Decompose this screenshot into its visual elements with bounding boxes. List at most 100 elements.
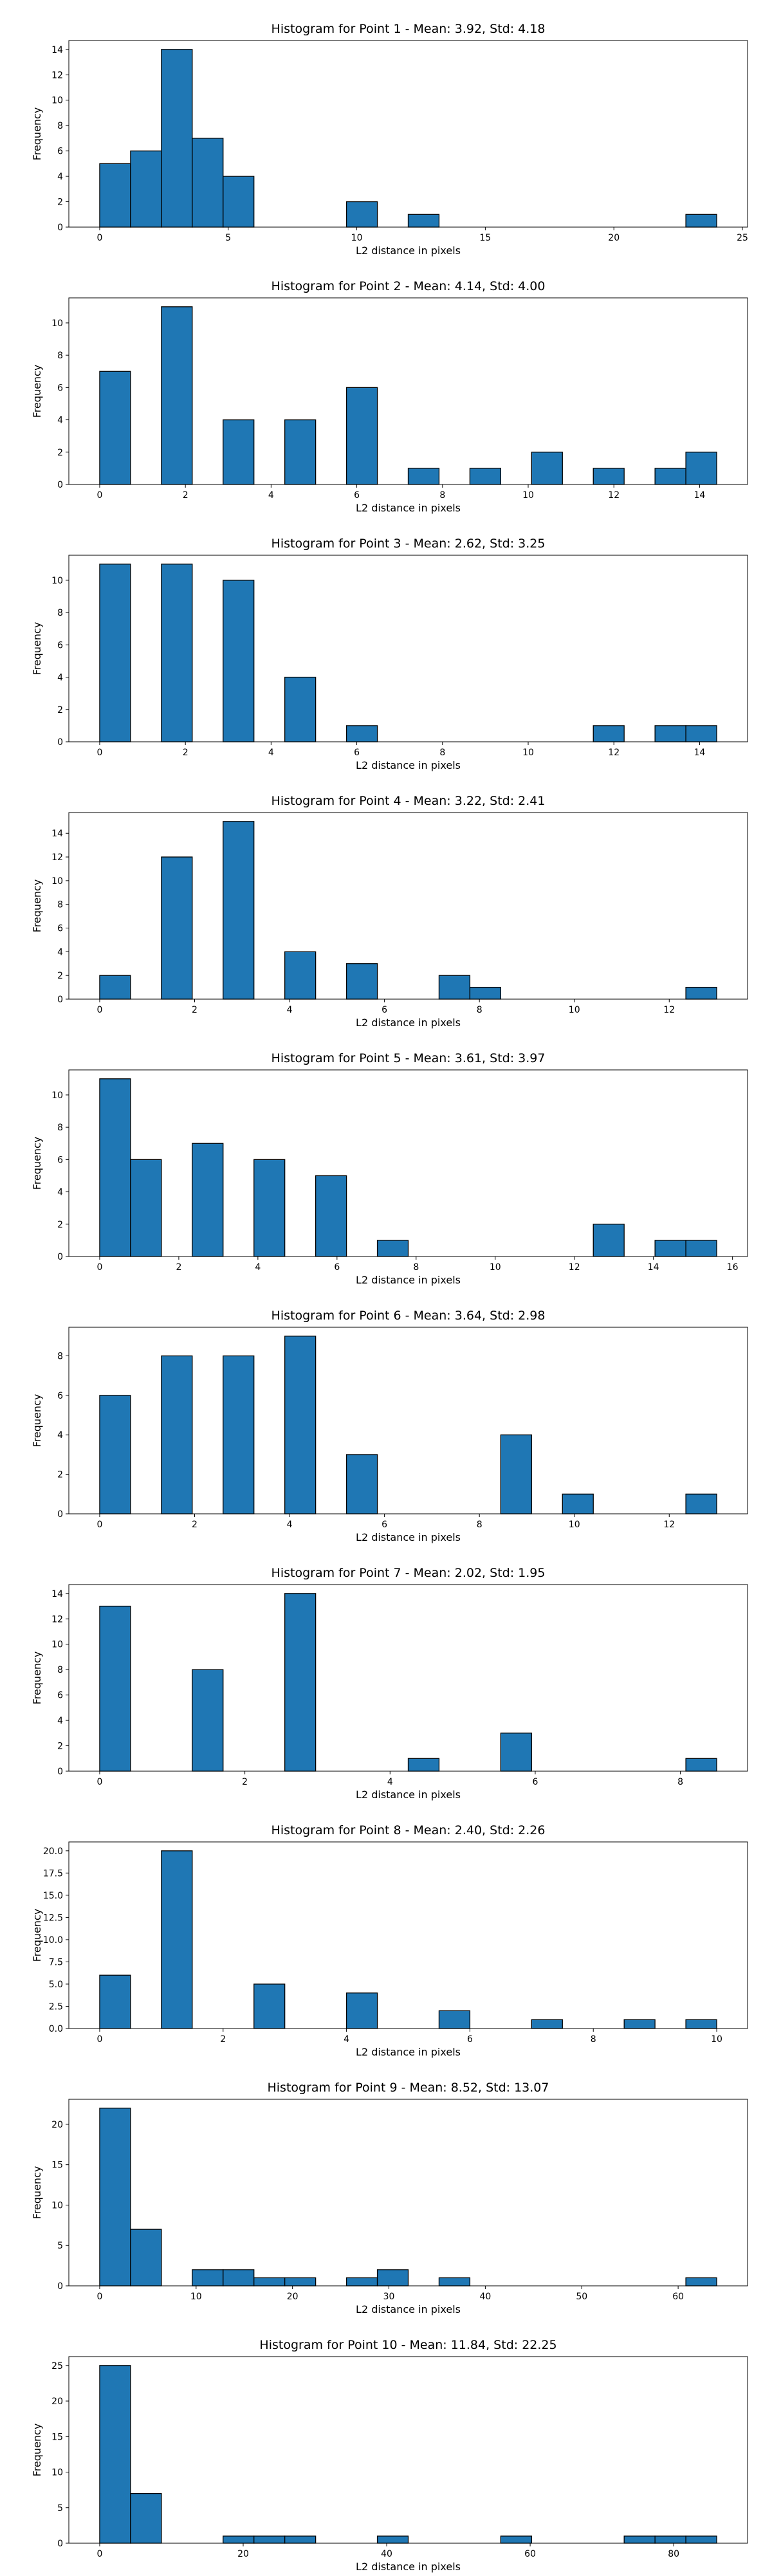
histogram-bar [192,1143,224,1257]
histogram-bar [685,725,717,742]
histogram-bar [161,1850,193,2029]
histogram-bar [161,564,193,742]
histogram-bar [593,725,625,742]
x-tick-label: 10 [351,233,363,243]
y-tick-label: 2 [57,1470,63,1480]
y-tick-label: 4 [57,673,63,683]
histogram-bar [500,1434,532,1514]
y-tick-label: 15.0 [43,1891,63,1901]
histogram-bar [685,2277,717,2286]
histogram-bar [284,2277,317,2286]
x-tick-label: 4 [344,2034,349,2045]
x-tick-label: 2 [192,1520,198,1530]
chart-title: Histogram for Point 6 - Mean: 3.64, Std:… [271,1309,546,1323]
x-axis-label: L2 distance in pixels [356,244,461,257]
y-tick-label: 8 [57,1351,63,1361]
histogram-bar [593,468,625,485]
y-tick-label: 6 [57,924,63,934]
histogram-bar [130,1159,162,1257]
y-tick-label: 20 [51,2397,63,2407]
x-tick-label: 2 [176,1262,181,1273]
x-tick-label: 60 [524,2549,536,2559]
x-axis-label: L2 distance in pixels [356,2303,461,2315]
x-tick-label: 12 [608,748,620,758]
y-tick-label: 0 [57,1767,63,1777]
y-tick-label: 0 [57,223,63,233]
chart-title: Histogram for Point 5 - Mean: 3.61, Std:… [271,1051,546,1065]
chart-title: Histogram for Point 8 - Mean: 2.40, Std:… [271,1823,546,1837]
y-tick-label: 10.0 [43,1935,63,1946]
y-axis-label: Frequency [31,622,43,676]
y-axis-label: Frequency [31,107,43,161]
y-tick-label: 8 [57,351,63,361]
x-tick-label: 0 [96,1262,102,1273]
histogram-bar [253,2277,286,2286]
histogram-bar [223,821,255,1000]
histogram-bar [284,1593,317,1772]
y-axis-label: Frequency [31,1394,43,1448]
histogram-bar [345,201,378,228]
y-tick-label: 4 [57,1430,63,1440]
histogram-bar [685,986,717,1000]
x-tick-label: 8 [439,748,445,758]
y-tick-label: 6 [57,1155,63,1165]
axes-frame [68,1584,748,1772]
y-tick-label: 14 [51,829,63,839]
histogram-bar [99,2108,131,2286]
histogram-bar [192,138,224,228]
histogram-bar [562,1493,594,1514]
x-tick-label: 60 [672,2292,684,2302]
y-tick-label: 2 [57,198,63,208]
chart-title: Histogram for Point 7 - Mean: 2.02, Std:… [271,1566,546,1580]
x-tick-label: 2 [192,1005,198,1015]
x-tick-label: 6 [334,1262,340,1273]
histogram-bar [685,2019,717,2029]
y-tick-label: 12 [51,1614,63,1624]
x-tick-label: 0 [96,1777,102,1787]
x-tick-label: 14 [648,1262,659,1273]
x-tick-label: 4 [287,1520,293,1530]
x-tick-label: 12 [569,1262,580,1273]
y-tick-label: 0 [57,995,63,1005]
axes-frame [68,1327,748,1514]
histogram-bar [130,2493,162,2544]
histogram-bar [315,1175,347,1257]
subplot: Histogram for Point 3 - Mean: 2.62, Std:… [31,537,748,771]
histogram-bar [223,1355,255,1514]
y-tick-label: 10 [51,876,63,887]
x-tick-label: 0 [96,2034,102,2045]
histogram-bar [531,2019,563,2029]
x-axis-label: L2 distance in pixels [356,1789,461,1801]
histogram-bar [284,2535,317,2544]
axes-frame [68,1841,748,2029]
y-tick-label: 4 [57,1716,63,1726]
x-tick-label: 12 [663,1005,675,1015]
y-tick-label: 10 [51,1640,63,1650]
chart-title: Histogram for Point 9 - Mean: 8.52, Std:… [267,2081,549,2095]
y-tick-label: 12.5 [43,1913,63,1923]
y-tick-label: 20 [51,2120,63,2130]
subplot: Histogram for Point 7 - Mean: 2.02, Std:… [31,1566,748,1801]
y-tick-label: 5.0 [49,1980,63,1990]
y-tick-label: 0 [57,480,63,490]
histogram-bar [345,387,378,485]
histogram-bar [99,1605,131,1772]
histogram-bar [99,163,131,228]
histogram-bar [685,214,717,228]
chart-title: Histogram for Point 3 - Mean: 2.62, Std:… [271,537,546,551]
y-tick-label: 0 [57,2539,63,2549]
histogram-bar [500,2535,532,2544]
histogram-bar [284,676,317,742]
x-tick-label: 8 [477,1005,482,1015]
x-tick-label: 40 [479,2292,491,2302]
histogram-bar [99,1395,131,1514]
y-axis-label: Frequency [31,2424,43,2477]
y-tick-label: 2 [57,971,63,981]
histogram-bar [99,975,131,1000]
histogram-bar [99,2365,131,2544]
y-tick-label: 5 [57,2503,63,2514]
histogram-bar [685,1493,717,1514]
histogram-bar [623,2019,656,2029]
x-tick-label: 4 [255,1262,261,1273]
x-tick-label: 15 [479,233,491,243]
